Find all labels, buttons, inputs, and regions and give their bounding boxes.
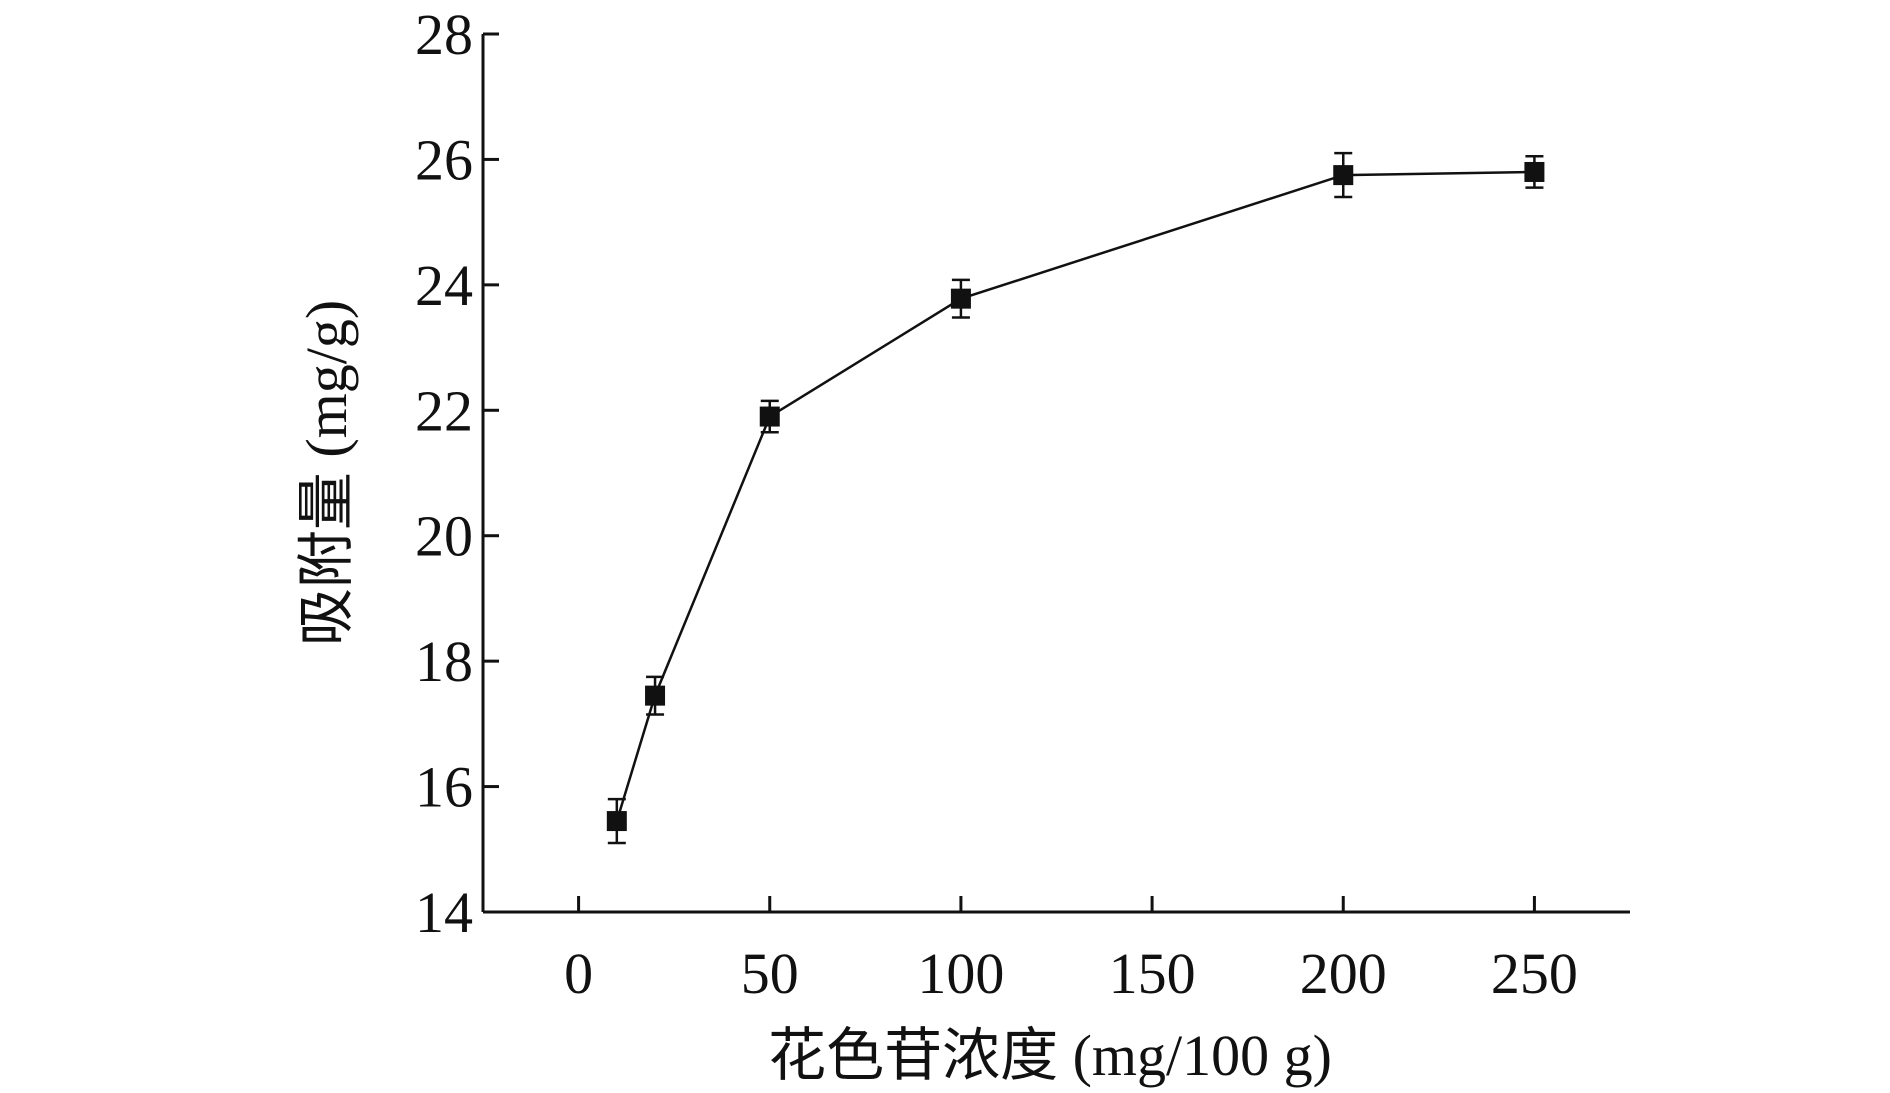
y-axis-label: 吸附量 (mg/g) [294, 300, 359, 646]
x-tick-label-150: 150 [1109, 941, 1196, 1006]
x-tick-label-200: 200 [1300, 941, 1387, 1006]
y-ticks: 14 16 18 20 22 24 26 28 [415, 2, 499, 945]
data-point-100 [950, 288, 971, 309]
x-tick-label-0: 0 [564, 941, 593, 1006]
y-tick-label-16: 16 [415, 755, 473, 820]
x-tick-label-50: 50 [741, 941, 799, 1006]
y-tick-label-26: 26 [415, 127, 473, 192]
y-tick-label-20: 20 [415, 504, 473, 569]
y-tick-label-24: 24 [415, 253, 473, 318]
y-tick-label-14: 14 [415, 880, 473, 945]
x-tick-label-250: 250 [1491, 941, 1578, 1006]
series-layer [606, 151, 1545, 845]
y-tick-label-22: 22 [415, 378, 473, 443]
data-point-200 [1333, 165, 1354, 186]
y-tick-label-18: 18 [415, 629, 473, 694]
series-line-0 [615, 170, 1535, 822]
data-point-20 [645, 685, 666, 706]
axes [481, 34, 1630, 914]
data-point-250 [1524, 161, 1545, 182]
y-tick-label-28: 28 [415, 2, 473, 67]
x-axis-label: 花色苷浓度 (mg/100 g) [768, 1023, 1332, 1088]
x-tick-label-100: 100 [917, 941, 1004, 1006]
data-point-50 [759, 406, 780, 427]
data-point-10 [606, 811, 627, 832]
x-ticks: 0 50 100 150 200 250 [564, 896, 1578, 1006]
